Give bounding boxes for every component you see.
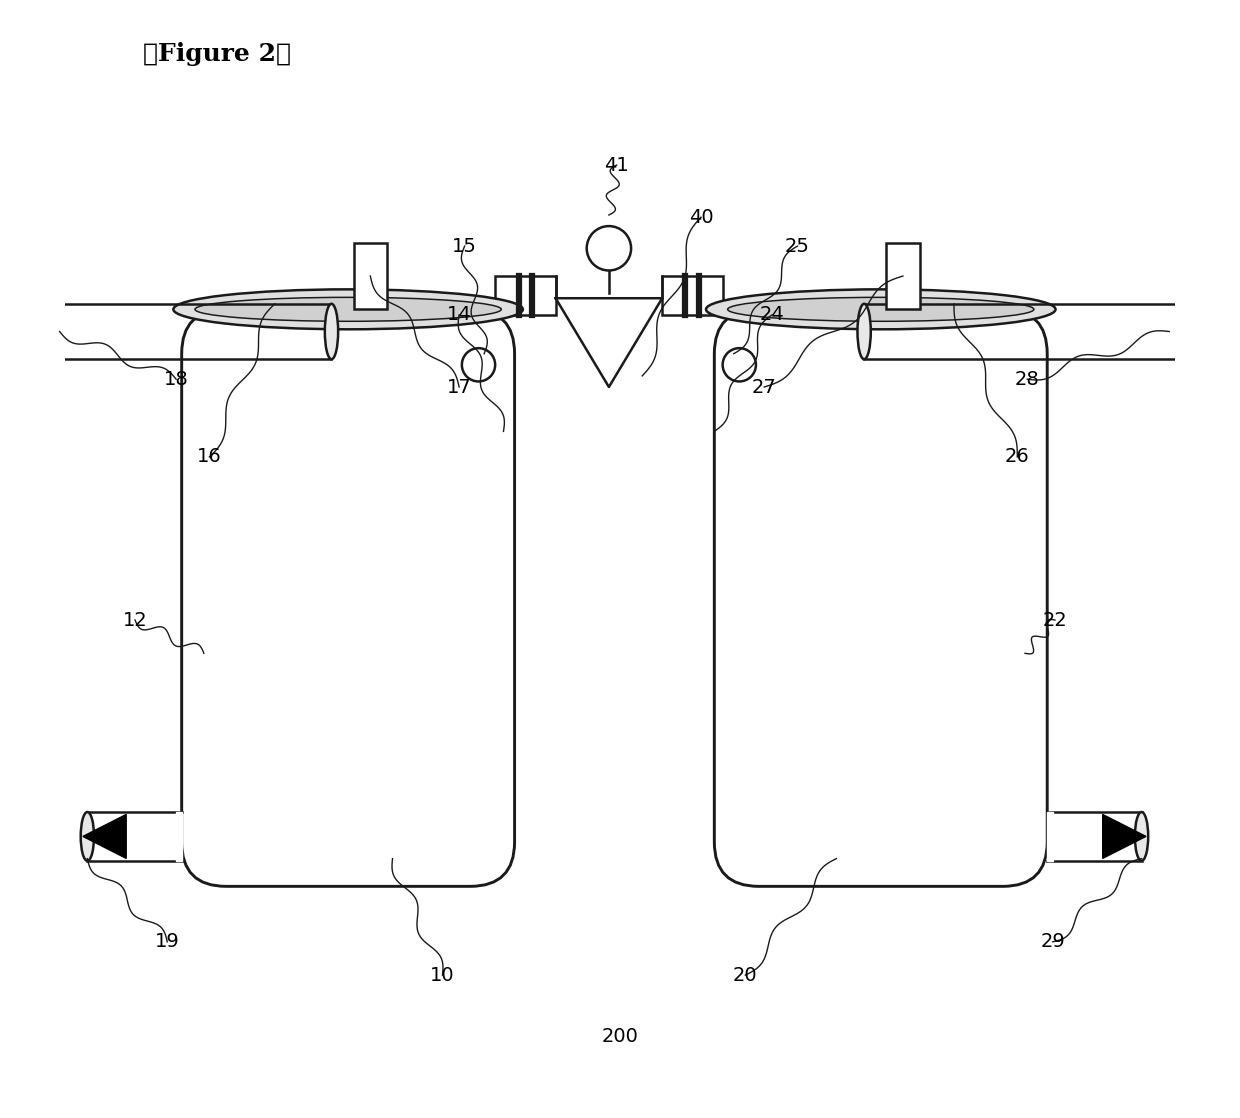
Circle shape bbox=[587, 226, 631, 271]
Text: 26: 26 bbox=[1004, 447, 1029, 466]
Text: 20: 20 bbox=[733, 966, 758, 985]
Text: 27: 27 bbox=[751, 378, 776, 397]
Ellipse shape bbox=[81, 812, 94, 861]
Text: 10: 10 bbox=[430, 966, 455, 985]
Polygon shape bbox=[1180, 301, 1219, 362]
Text: 12: 12 bbox=[123, 610, 148, 629]
Text: 40: 40 bbox=[688, 208, 713, 227]
Polygon shape bbox=[10, 301, 48, 362]
FancyBboxPatch shape bbox=[182, 310, 515, 887]
Ellipse shape bbox=[858, 304, 870, 359]
Text: 22: 22 bbox=[1043, 610, 1068, 629]
Bar bbox=[887, 243, 920, 310]
Text: 17: 17 bbox=[446, 378, 471, 397]
Bar bbox=[1048, 812, 1053, 861]
Polygon shape bbox=[83, 814, 126, 859]
Text: 41: 41 bbox=[604, 155, 629, 174]
Bar bbox=[176, 812, 182, 861]
Text: 25: 25 bbox=[785, 237, 810, 256]
Ellipse shape bbox=[174, 290, 523, 330]
Circle shape bbox=[723, 348, 756, 381]
Text: 《Figure 2》: 《Figure 2》 bbox=[143, 42, 291, 66]
Text: 18: 18 bbox=[164, 370, 188, 389]
Polygon shape bbox=[1102, 814, 1146, 859]
Ellipse shape bbox=[195, 297, 501, 321]
Text: 15: 15 bbox=[453, 237, 477, 256]
Polygon shape bbox=[556, 299, 662, 387]
Text: 29: 29 bbox=[1040, 932, 1065, 951]
Text: 14: 14 bbox=[446, 305, 471, 324]
Ellipse shape bbox=[706, 290, 1055, 330]
Ellipse shape bbox=[1135, 812, 1148, 861]
Bar bbox=[662, 276, 723, 315]
Circle shape bbox=[461, 348, 495, 381]
Ellipse shape bbox=[728, 297, 1034, 321]
Ellipse shape bbox=[325, 304, 339, 359]
Text: 24: 24 bbox=[760, 305, 785, 324]
Bar bbox=[353, 243, 387, 310]
Bar bbox=[495, 276, 557, 315]
FancyBboxPatch shape bbox=[714, 310, 1048, 887]
Text: 28: 28 bbox=[1014, 370, 1039, 389]
Text: 200: 200 bbox=[601, 1026, 639, 1045]
Text: 19: 19 bbox=[155, 932, 180, 951]
Text: 16: 16 bbox=[197, 447, 222, 466]
